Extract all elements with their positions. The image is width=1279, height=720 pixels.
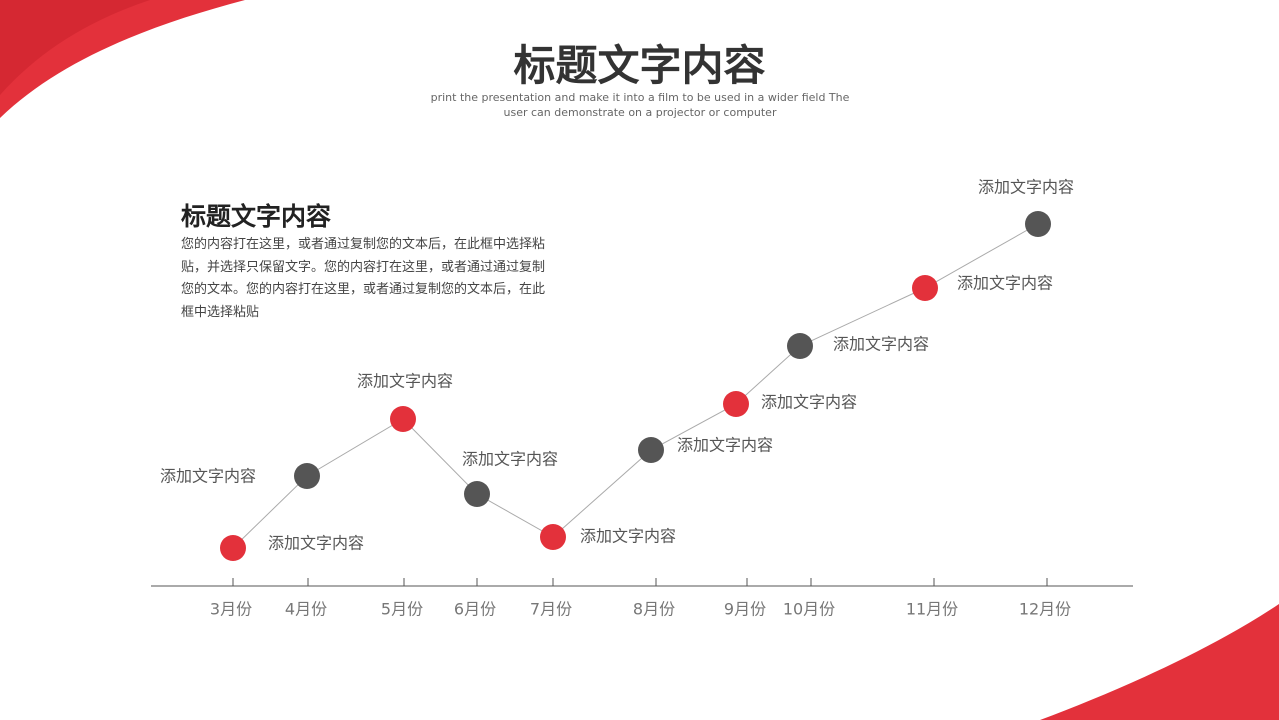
point-label: 添加文字内容 <box>462 450 558 469</box>
point-label: 添加文字内容 <box>580 527 676 546</box>
connector-line <box>232 223 1039 549</box>
month-label: 12月份 <box>1019 600 1071 619</box>
point-label: 添加文字内容 <box>160 467 256 486</box>
decor-curve <box>0 0 150 95</box>
month-label: 6月份 <box>454 600 496 619</box>
timeline-dot <box>638 437 664 463</box>
subtitle: print the presentation and make it into … <box>430 91 850 119</box>
block-body: 您的内容打在这里，或者通过复制您的文本后，在此框中选择粘贴，并选择只保留文字。您… <box>181 237 546 320</box>
decor-curve <box>1040 604 1279 720</box>
point-label: 添加文字内容 <box>357 372 453 391</box>
block-title: 标题文字内容 <box>181 202 332 231</box>
timeline-dot <box>912 275 938 301</box>
timeline-dot <box>294 463 320 489</box>
timeline-dot <box>1025 211 1051 237</box>
timeline-dot <box>723 391 749 417</box>
timeline-dot <box>390 406 416 432</box>
month-label: 10月份 <box>783 600 835 619</box>
timeline-dot <box>787 333 813 359</box>
timeline-dot <box>540 524 566 550</box>
month-label: 8月份 <box>633 600 675 619</box>
month-label: 11月份 <box>906 600 958 619</box>
point-label: 添加文字内容 <box>761 393 857 412</box>
month-label: 7月份 <box>530 600 572 619</box>
month-label: 9月份 <box>724 600 766 619</box>
title: 标题文字内容 <box>513 41 766 90</box>
point-label: 添加文字内容 <box>978 178 1074 197</box>
point-label: 添加文字内容 <box>957 274 1053 293</box>
timeline-dot <box>220 535 246 561</box>
point-label: 添加文字内容 <box>268 534 364 553</box>
month-label: 3月份 <box>210 600 252 619</box>
point-label: 添加文字内容 <box>677 436 773 455</box>
month-label: 4月份 <box>285 600 327 619</box>
timeline-dot <box>464 481 490 507</box>
point-label: 添加文字内容 <box>833 335 929 354</box>
month-label: 5月份 <box>381 600 423 619</box>
